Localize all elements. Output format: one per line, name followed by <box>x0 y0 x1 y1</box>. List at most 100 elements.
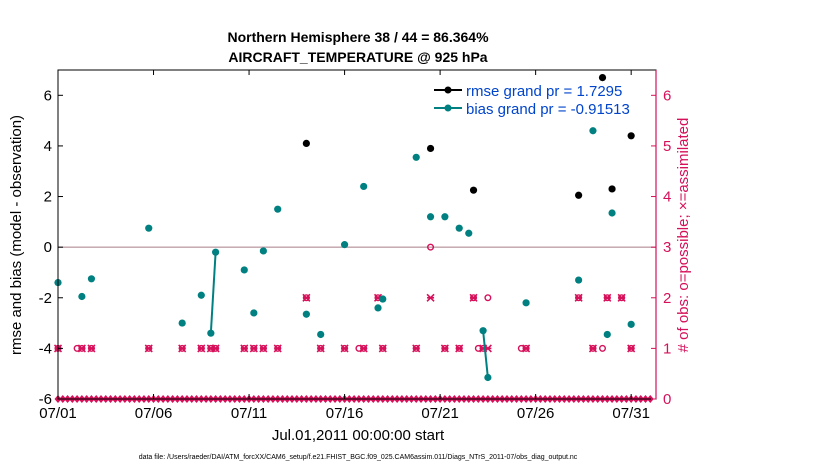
y-right-tick-label: 1 <box>663 340 671 357</box>
x-axis-label: Jul.01,2011 00:00:00 start <box>272 427 445 444</box>
y-right-tick-label: 3 <box>663 239 671 256</box>
bias-point <box>465 229 473 237</box>
obs-assimilated-marker <box>440 344 449 353</box>
bias-point <box>627 320 635 328</box>
bias-point <box>412 153 420 161</box>
obs-assimilated-marker <box>522 344 531 353</box>
rmse-point <box>575 191 583 199</box>
rmse-point <box>608 185 616 193</box>
obs-assimilated-marker <box>87 344 96 353</box>
bias-point <box>302 310 310 318</box>
obs-possible-marker <box>484 294 492 302</box>
obs-assimilated-marker <box>412 344 421 353</box>
bias-point <box>78 292 86 301</box>
obs-assimilated-marker <box>197 344 206 353</box>
x-tick-label: 07/16 <box>326 405 364 422</box>
y-right-axis-ticks: 0 1 2 3 4 5 6 <box>651 87 671 408</box>
obs-possible-marker <box>599 344 607 352</box>
bias-point <box>608 209 616 217</box>
obs-assimilated-marker <box>588 344 598 353</box>
rmse-point <box>426 144 435 153</box>
bias-point <box>426 213 435 221</box>
obs-assimilated-marker <box>455 344 464 353</box>
y-right-tick-label: 6 <box>663 87 671 104</box>
rmse-series <box>302 73 635 199</box>
y-right-axis-label: # of obs: o=possible; ×=assimilated <box>675 118 692 353</box>
x-tick-label: 07/21 <box>421 405 459 422</box>
obs-assimilated-marker <box>378 344 387 353</box>
x-tick-label: 07/06 <box>135 405 173 422</box>
obs-assimilated-marker <box>340 344 349 353</box>
bias-point <box>212 248 220 256</box>
obs-assimilated-marker <box>617 293 626 302</box>
y-right-tick-label: 2 <box>663 290 671 307</box>
bias-point <box>317 330 325 339</box>
rmse-point <box>598 73 607 82</box>
bias-line-segment <box>209 252 217 334</box>
bias-point <box>374 304 382 312</box>
obs-assimilated-marker <box>77 344 86 353</box>
bias-point <box>178 319 186 327</box>
obs-assimilated-marker <box>144 344 153 353</box>
bias-point <box>250 309 258 317</box>
bias-point <box>259 247 267 255</box>
y-left-tick-label: -6 <box>39 391 52 408</box>
bias-point <box>360 182 368 191</box>
x-tick-label: 07/26 <box>517 405 555 422</box>
legend-rmse-label: rmse grand pr = 1.7295 <box>466 83 622 100</box>
bias-point <box>379 295 387 303</box>
plot-area <box>58 70 656 399</box>
obs-assimilated-marker <box>178 344 187 353</box>
y-left-tick-label: -2 <box>39 290 52 307</box>
y-right-tick-label: 4 <box>663 189 671 206</box>
x-axis-ticks: 07/01 07/06 07/11 07/16 07/21 07/26 07/31 <box>39 70 650 422</box>
bias-point <box>87 275 96 283</box>
x-tick-label: 07/01 <box>39 405 77 422</box>
obs-assimilated-marker <box>603 293 612 302</box>
bias-point <box>479 327 487 335</box>
obs-assimilated-marker <box>211 344 220 353</box>
bias-point <box>603 330 611 339</box>
bias-point <box>484 373 492 382</box>
bias-point <box>197 291 205 299</box>
bias-point <box>145 224 153 232</box>
bias-point <box>589 127 597 135</box>
bias-line-segment <box>482 330 489 378</box>
legend-rmse-marker <box>444 86 452 94</box>
y-left-tick-label: 4 <box>44 138 52 155</box>
obs-possible-marker <box>427 243 435 251</box>
rmse-point <box>627 132 635 140</box>
bias-point <box>274 205 282 213</box>
legend-bias-marker <box>444 104 452 112</box>
bias-point <box>441 213 449 221</box>
obs-assimilated-marker <box>574 293 583 302</box>
x-tick-label: 07/31 <box>612 405 650 422</box>
rmse-point <box>469 186 478 194</box>
y-left-tick-label: -4 <box>39 340 52 357</box>
chart-title-line1: Northern Hemisphere 38 / 44 = 86.364% <box>227 29 489 45</box>
obs-assimilated-marker <box>240 344 249 353</box>
bias-point <box>207 329 215 337</box>
bias-point <box>575 276 583 284</box>
bias-point <box>455 224 463 232</box>
bias-point <box>340 241 349 249</box>
y-right-tick-label: 0 <box>663 391 671 408</box>
obs-assimilated-marker <box>469 293 478 302</box>
rmse-point <box>302 139 310 147</box>
y-left-tick-label: 2 <box>44 189 52 206</box>
legend: rmse grand pr = 1.7295 bias grand pr = -… <box>430 82 648 118</box>
data-file-footer: data file: /Users/raeder/DAI/ATM_forcXX/… <box>139 454 578 461</box>
y-left-axis-ticks: -6 -4 -2 0 2 4 6 <box>39 87 63 408</box>
obs-assimilated-marker <box>359 344 368 353</box>
bias-point <box>240 266 248 274</box>
y-left-tick-label: 0 <box>44 239 52 256</box>
obs-assimilated-marker <box>316 344 325 353</box>
obs-assimilated-marker <box>627 344 636 353</box>
obs-assimilated-marker <box>259 344 268 353</box>
y-right-tick-label: 5 <box>663 138 671 155</box>
bias-point <box>522 299 530 307</box>
obs-assimilated-marker <box>273 344 282 353</box>
obs-assimilated-marker <box>302 293 311 302</box>
y-left-axis-label: rmse and bias (model - observation) <box>8 115 25 355</box>
